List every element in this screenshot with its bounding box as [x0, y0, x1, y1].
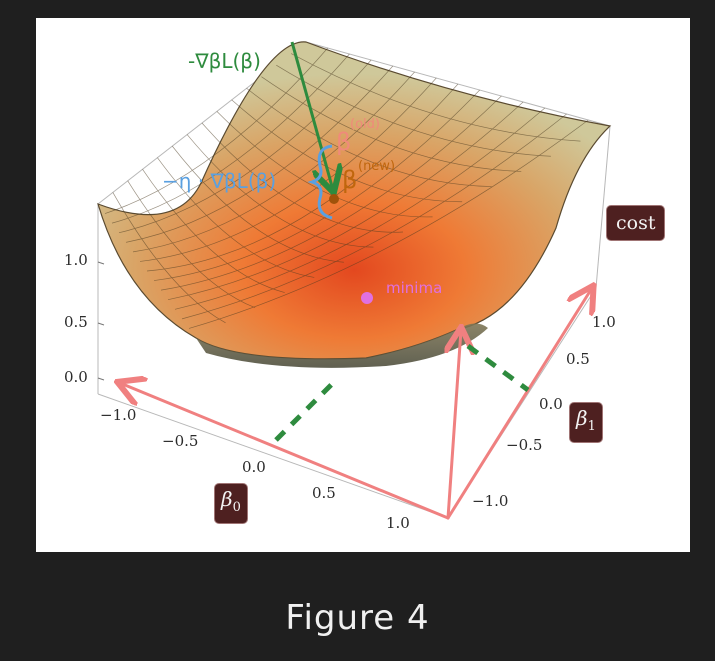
- mesh-line: [290, 53, 581, 142]
- neg-gradient-label: -∇βL(β): [188, 49, 261, 73]
- mesh-line: [146, 83, 459, 272]
- beta0-base: β: [221, 487, 233, 511]
- mesh-line: [160, 95, 502, 291]
- y-axis: 1.0 0.5 0.0 −0.5 −1.0: [472, 313, 616, 510]
- mesh-line: [167, 101, 524, 301]
- mesh-line: [186, 134, 374, 248]
- mesh-line: [112, 192, 226, 324]
- beta1-label: β1: [569, 402, 603, 443]
- cost-label: cost: [606, 205, 666, 241]
- beta0-label: β0: [214, 483, 248, 524]
- projection-lines: [274, 343, 530, 442]
- step-brace: [307, 144, 333, 220]
- mesh-line: [153, 89, 480, 281]
- x-tick: 0.0: [242, 458, 266, 476]
- mesh-line: [132, 71, 415, 253]
- mesh-line: [139, 77, 437, 262]
- z-tick: 0.5: [64, 313, 88, 331]
- z-axis: 1.0 0.5 0.0: [64, 251, 105, 386]
- mesh-line: [261, 76, 522, 172]
- mesh-line: [246, 88, 492, 187]
- minima-point: [361, 292, 373, 304]
- beta0-arrow: [120, 383, 450, 520]
- beta-old-label: (old): [350, 117, 380, 132]
- mesh-line: [181, 113, 567, 320]
- mesh-line: [188, 119, 589, 329]
- figure-panel: 1.0 0.5 0.0 −1.0 −0.5 0.0 0.5 1.0 1.0 0.…: [36, 18, 690, 552]
- x-tick: 1.0: [386, 514, 410, 532]
- y-tick: −0.5: [506, 436, 542, 454]
- gradient-arrow: [290, 41, 333, 190]
- y-tick: 0.0: [539, 395, 563, 413]
- beta0-sub: 0: [232, 500, 241, 515]
- minima-label: minima: [386, 279, 442, 297]
- mesh-line: [104, 47, 328, 214]
- axis-arrows: [120, 288, 592, 520]
- x-axis: −1.0 −0.5 0.0 0.5 1.0: [100, 406, 410, 532]
- figure-caption: Figure 4: [285, 598, 430, 638]
- cost-arrow: [448, 330, 461, 520]
- y-tick: 1.0: [592, 313, 616, 331]
- beta-new-point: [329, 194, 339, 204]
- cost-surface-plot: 1.0 0.5 0.0 −1.0 −0.5 0.0 0.5 1.0 1.0 0.…: [64, 41, 616, 532]
- cost-surface: [97, 41, 612, 368]
- beta1-sub: 1: [587, 419, 596, 434]
- beta-new-symbol: β: [342, 166, 357, 194]
- mesh-line: [142, 169, 285, 293]
- mesh-line: [231, 99, 463, 203]
- beta-new-label: (new): [358, 159, 395, 174]
- x-tick: −0.5: [162, 432, 198, 450]
- x-tick: −1.0: [100, 406, 136, 424]
- x-tick: 0.5: [312, 484, 336, 502]
- z-tick: 1.0: [64, 251, 88, 269]
- mesh-line: [111, 53, 350, 224]
- mesh-line: [125, 65, 394, 243]
- beta1-base: β: [576, 406, 588, 430]
- mesh-line: [157, 157, 315, 278]
- beta-old-symbol: β: [336, 128, 351, 156]
- beta1-arrow: [446, 288, 592, 520]
- z-tick: 0.0: [64, 368, 88, 386]
- mesh-line: [201, 122, 404, 233]
- mesh-line: [172, 145, 344, 263]
- y-tick: 0.5: [566, 350, 590, 368]
- mesh-line: [174, 107, 546, 310]
- mesh-line: [118, 59, 372, 234]
- y-tick: −1.0: [472, 492, 508, 510]
- step-label: −η · ∇βL(β): [162, 169, 276, 193]
